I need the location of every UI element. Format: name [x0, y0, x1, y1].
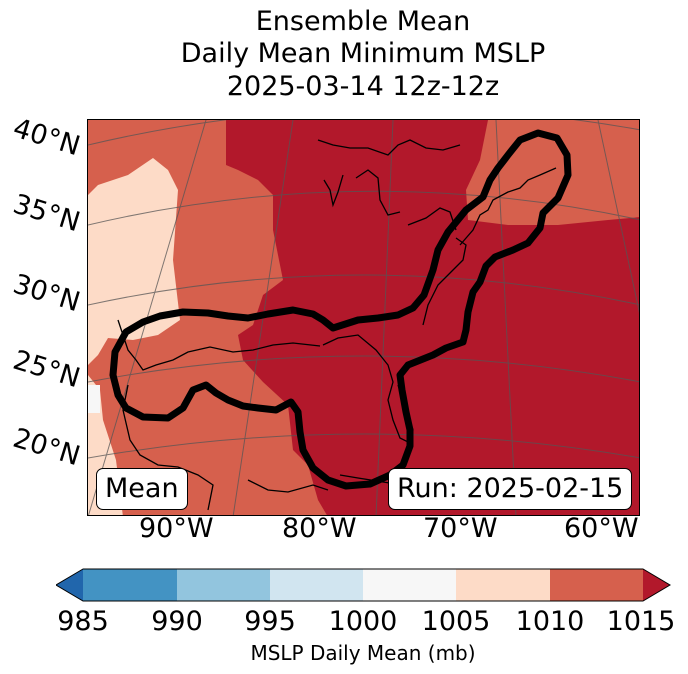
colorbar-tick-1000: 1000	[328, 606, 398, 637]
lat-label-35: 35°N	[9, 188, 84, 239]
colorbar-bin-1000-1005	[363, 569, 456, 601]
colorbar-extend-high	[643, 569, 670, 601]
pressure-field-1000-1005-west	[88, 158, 180, 365]
colorbar	[56, 568, 671, 602]
colorbar-tick-1005: 1005	[421, 606, 491, 637]
title-line-2: Daily Mean Minimum MSLP	[180, 38, 546, 69]
colorbar-extend-low	[56, 569, 83, 601]
map-canvas	[88, 120, 639, 515]
lat-label-30: 30°N	[9, 268, 84, 319]
lon-label-90: 90°W	[139, 513, 214, 544]
lon-label-70: 70°W	[423, 513, 498, 544]
colorbar-tick-990: 990	[151, 606, 203, 637]
pressure-field-1000-patch	[88, 385, 100, 413]
colorbar-tick-1010: 1010	[515, 606, 585, 637]
title-line-1: Ensemble Mean	[255, 6, 471, 37]
colorbar-tick-985: 985	[57, 606, 109, 637]
colorbar-bin-1005-1010	[456, 569, 550, 601]
mean-label: Mean	[96, 468, 188, 510]
graticule	[88, 120, 639, 515]
run-date-label: Run: 2025-02-15	[388, 468, 633, 510]
lat-label-25: 25°N	[9, 344, 84, 395]
pressure-contour-1010	[109, 129, 572, 490]
map-panel	[87, 119, 640, 516]
colorbar-bin-995-1000	[270, 569, 363, 601]
lon-label-60: 60°W	[564, 513, 639, 544]
title-line-3: 2025-03-14 12z-12z	[226, 71, 500, 102]
lat-label-40: 40°N	[9, 112, 84, 163]
coastlines	[117, 139, 557, 511]
lat-label-20: 20°N	[9, 422, 84, 473]
colorbar-bin-985-990	[83, 569, 177, 601]
colorbar-tick-1015: 1015	[606, 606, 676, 637]
colorbar-label: MSLP Daily Mean (mb)	[250, 641, 476, 665]
colorbar-bin-1010-1015	[550, 569, 643, 601]
colorbar-bin-990-995	[177, 569, 270, 601]
lon-label-80: 80°W	[282, 513, 357, 544]
colorbar-tick-995: 995	[244, 606, 296, 637]
